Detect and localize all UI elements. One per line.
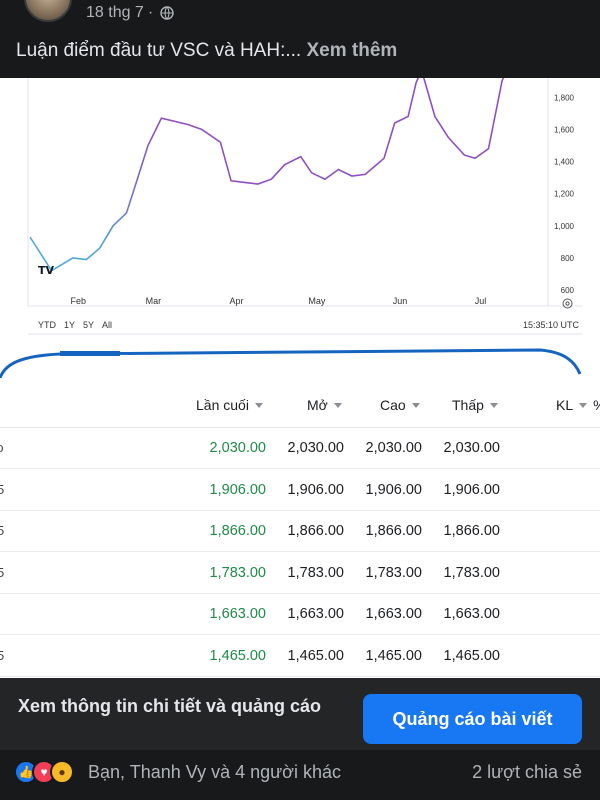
sort-caret-icon xyxy=(411,402,420,408)
see-more-link[interactable]: Xem thêm xyxy=(306,40,398,61)
meta-separator: · xyxy=(147,4,154,21)
row-symbol-edge: ɔ xyxy=(0,440,4,455)
price-chart[interactable]: Feb Mar Apr May Jun Jul 600 800 1,000 1,200 1,400… xyxy=(0,78,600,378)
sort-caret-icon xyxy=(489,402,498,408)
header-volume-label: KL xyxy=(556,397,574,413)
header-last[interactable]: Lần cuối xyxy=(196,397,263,413)
sort-caret-icon xyxy=(254,402,263,408)
cell-open: 1,663.00 xyxy=(287,606,344,622)
tradingview-logo: TV xyxy=(38,264,55,277)
cell-high: 1,783.00 xyxy=(365,564,422,581)
table-row[interactable]: 5 1,465.00 1,465.00 1,465.00 1,465.00 xyxy=(0,636,600,677)
cell-high: 1,906.00 xyxy=(365,481,422,498)
range-1y-button[interactable]: 1Y xyxy=(64,320,76,330)
cell-low: 1,465.00 xyxy=(443,647,500,664)
avatar[interactable] xyxy=(24,0,72,22)
share-count[interactable]: 2 lượt chia sẻ xyxy=(472,762,582,782)
price-line xyxy=(29,78,505,272)
row-symbol-edge: ı xyxy=(0,606,1,621)
y-tick-label: 1,400 xyxy=(554,158,575,167)
wow-icon: ● xyxy=(50,760,74,784)
x-tick-label: Jul xyxy=(475,296,487,306)
cell-open: 1,866.00 xyxy=(287,523,344,539)
reaction-names[interactable]: Bạn, Thanh Vy và 4 người khác xyxy=(88,762,342,782)
ad-bar: Xem thông tin chi tiết và quảng cáo Quản… xyxy=(0,678,600,750)
reactions-bar: 👍 ♥ ● Bạn, Thanh Vy và 4 người khác 2 lư… xyxy=(0,750,600,800)
y-tick-label: 1,000 xyxy=(554,222,575,231)
cell-last: 1,465.00 xyxy=(209,647,266,664)
x-tick-label: Apr xyxy=(229,296,243,306)
cell-last: 1,866.00 xyxy=(209,523,266,539)
cell-low: 1,906.00 xyxy=(443,481,500,498)
cell-last: 1,783.00 xyxy=(209,564,266,581)
table-header: Lần cuối Mở Cao Thấp KL% xyxy=(0,378,600,428)
cell-high: 1,866.00 xyxy=(365,523,422,539)
ad-info-link[interactable]: Xem thông tin chi tiết và quảng cáo xyxy=(18,696,322,716)
table-row[interactable]: ɔ 2,030.00 2,030.00 2,030.00 2,030.00 xyxy=(0,428,600,469)
cell-open: 1,783.00 xyxy=(287,564,344,581)
cell-high: 2,030.00 xyxy=(365,440,422,456)
sort-caret-icon xyxy=(579,402,588,408)
post-caption: Luận điểm đầu tư VSC và HAH:... Xem thêm xyxy=(16,40,397,62)
price-table: Lần cuối Mở Cao Thấp KL% ɔ 2,030.00 2,030.… xyxy=(0,378,600,678)
y-tick-label: 800 xyxy=(561,254,575,263)
cell-low: 1,866.00 xyxy=(443,523,500,539)
x-tick-label: Mar xyxy=(146,296,162,306)
cell-low: 2,030.00 xyxy=(443,440,500,456)
range-5y-button[interactable]: 5Y xyxy=(83,320,95,330)
cell-open: 2,030.00 xyxy=(287,440,344,456)
post-date[interactable]: 18 thg 7 xyxy=(86,4,144,21)
cell-high: 1,465.00 xyxy=(365,647,422,664)
navigator-handle[interactable] xyxy=(60,351,120,356)
post-meta: 18 thg 7 · xyxy=(86,4,174,22)
cell-last: 2,030.00 xyxy=(209,440,266,456)
cell-last: 1,906.00 xyxy=(209,481,266,498)
cell-last: 1,663.00 xyxy=(209,606,266,622)
globe-icon xyxy=(160,6,174,20)
range-ytd-button[interactable]: YTD xyxy=(38,320,56,330)
range-all-button[interactable]: All xyxy=(102,320,113,330)
promote-post-button[interactable]: Quảng cáo bài viết xyxy=(363,694,582,744)
chart-card: Feb Mar Apr May Jun Jul 600 800 1,000 1,200 1,400… xyxy=(0,78,600,378)
y-tick-labels: 600 800 1,000 1,200 1,400 1,600 1,800 xyxy=(554,93,575,295)
header-open-label: Mở xyxy=(307,397,328,413)
row-symbol-edge: 5 xyxy=(0,647,5,663)
post-header: 18 thg 7 · xyxy=(0,0,600,32)
table-row[interactable]: 5 1,783.00 1,783.00 1,783.00 1,783.00 xyxy=(0,553,600,594)
header-low-label: Thấp xyxy=(452,397,484,413)
row-symbol-edge: 5 xyxy=(0,564,5,580)
y-tick-label: 1,800 xyxy=(554,93,575,102)
time-readout: 15:35:10 UTC xyxy=(523,320,580,330)
table-row[interactable]: 5 1,866.00 1,866.00 1,866.00 1,866.00 xyxy=(0,511,600,552)
x-tick-label: May xyxy=(308,296,326,306)
header-last-label: Lần cuối xyxy=(196,397,249,413)
x-tick-label: Feb xyxy=(71,296,87,306)
header-high[interactable]: Cao xyxy=(380,397,420,413)
header-open[interactable]: Mở xyxy=(307,397,342,413)
range-selector: YTD 1Y 5Y All xyxy=(38,320,112,330)
y-tick-label: 600 xyxy=(561,286,575,295)
cell-open: 1,906.00 xyxy=(287,481,344,498)
row-symbol-edge: 5 xyxy=(0,481,5,497)
x-tick-labels: Feb Mar Apr May Jun Jul xyxy=(71,296,487,306)
cell-open: 1,465.00 xyxy=(287,647,344,664)
table-row[interactable]: ı 1,663.00 1,663.00 1,663.00 1,663.00 xyxy=(0,594,600,635)
x-tick-label: Jun xyxy=(393,296,408,306)
header-low[interactable]: Thấp xyxy=(452,397,498,413)
settings-icon[interactable] xyxy=(562,298,573,309)
y-tick-label: 1,600 xyxy=(554,125,575,134)
cell-low: 1,663.00 xyxy=(443,606,500,622)
caption-text: Luận điểm đầu tư VSC và HAH:... xyxy=(16,40,302,61)
table-row[interactable]: 5 1,906.00 1,906.00 1,906.00 1,906.00 xyxy=(0,470,600,511)
header-high-label: Cao xyxy=(380,397,406,413)
header-pct-label: % xyxy=(593,397,600,413)
header-volume[interactable]: KL% xyxy=(556,397,600,413)
sort-caret-icon xyxy=(333,402,342,408)
y-tick-label: 1,200 xyxy=(554,190,575,199)
reaction-icons[interactable]: 👍 ♥ ● xyxy=(14,760,84,784)
cell-low: 1,783.00 xyxy=(443,564,500,581)
cell-high: 1,663.00 xyxy=(365,606,422,622)
row-symbol-edge: 5 xyxy=(0,523,5,538)
